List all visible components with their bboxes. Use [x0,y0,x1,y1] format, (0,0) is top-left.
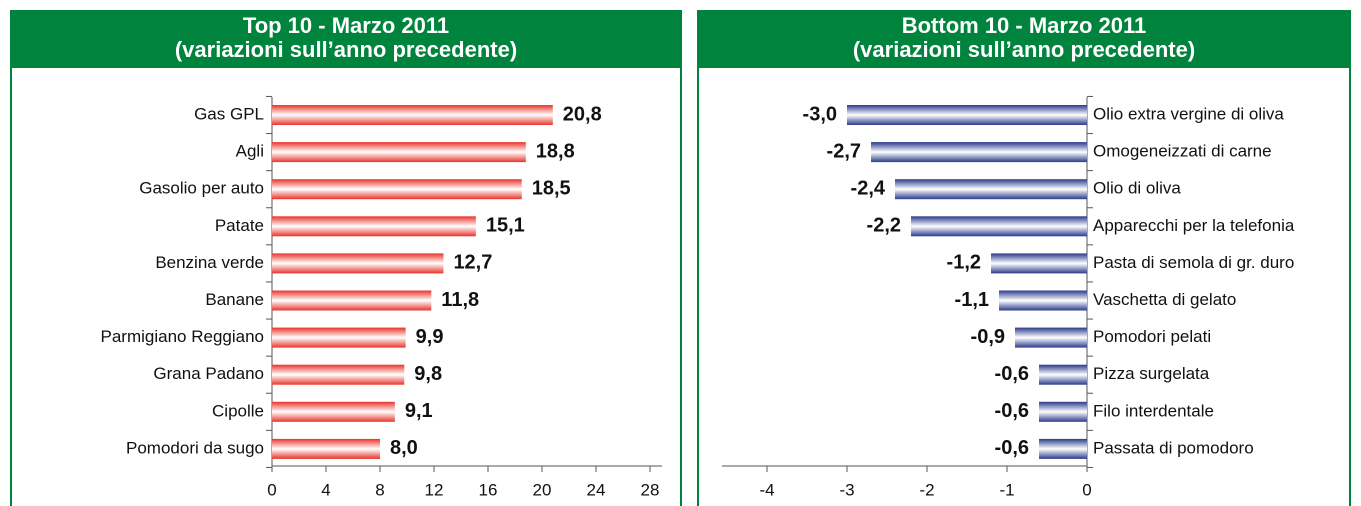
bar [871,142,1087,163]
value-label: -0,9 [971,326,1005,348]
chart-subtitle: (variazioni sull’anno precedente) [175,37,517,62]
value-label: 11,8 [441,289,479,311]
value-label: 12,7 [453,252,492,274]
value-label: -2,4 [851,177,886,199]
value-label: 18,8 [536,140,575,162]
panel-header [697,10,1351,68]
category-label: Patate [215,216,264,235]
category-label: Omogeneizzati di carne [1093,142,1272,161]
value-label: -0,6 [995,400,1029,422]
bar [895,179,1087,200]
bar [272,142,526,163]
panel-header [10,10,682,68]
category-label: Parmigiano Reggiano [101,327,265,346]
bar [1039,401,1087,422]
value-label: 8,0 [390,437,418,459]
chart-title: Top 10 - Marzo 2011 [243,13,449,38]
value-label: -1,1 [955,289,989,311]
value-label: 18,5 [532,177,571,199]
category-label: Gasolio per auto [139,179,264,198]
value-label: 9,8 [414,363,442,385]
value-label: -0,6 [995,437,1029,459]
category-label: Apparecchi per la telefonia [1093,216,1295,235]
value-label: 20,8 [563,103,602,125]
bar [999,290,1087,311]
category-label: Pomodori da sugo [126,438,264,457]
bar [1015,327,1087,348]
x-tick-label: 24 [587,480,606,499]
category-label: Banane [205,290,264,309]
bar [272,253,444,274]
value-label: 9,1 [405,400,433,422]
chart-title: Bottom 10 - Marzo 2011 [902,13,1147,38]
value-label: 15,1 [486,215,525,237]
x-tick-label: 28 [641,480,660,499]
bar [272,438,380,459]
bar [272,216,476,237]
x-tick-label: 0 [1082,480,1091,499]
category-label: Pizza surgelata [1093,364,1210,383]
x-tick-label: 16 [479,480,498,499]
chart-subtitle: (variazioni sull’anno precedente) [853,37,1195,62]
category-label: Grana Padano [153,364,264,383]
category-label: Gas GPL [194,104,264,123]
bar [1039,364,1087,385]
value-label: -1,2 [947,252,981,274]
bar [847,105,1087,125]
x-tick-label: 12 [425,480,444,499]
category-label: Filo interdentale [1093,401,1214,420]
bar [272,290,432,311]
bar [991,253,1087,274]
bar [272,105,553,125]
x-tick-label: 20 [533,480,552,499]
x-tick-label: 0 [267,480,276,499]
value-label: -2,2 [867,215,901,237]
category-label: Pasta di semola di gr. duro [1093,253,1294,272]
x-tick-label: -2 [919,480,934,499]
category-label: Vaschetta di gelato [1093,290,1236,309]
bar [911,216,1087,237]
value-label: -3,0 [803,103,837,125]
value-label: -2,7 [827,140,861,162]
bar [272,401,395,422]
category-label: Olio di oliva [1093,179,1181,198]
bar [272,179,522,200]
value-label: 9,9 [416,326,444,348]
category-label: Olio extra vergine di oliva [1093,104,1284,123]
category-label: Pomodori pelati [1093,327,1211,346]
value-label: -0,6 [995,363,1029,385]
x-tick-label: -1 [999,480,1014,499]
x-tick-label: -3 [839,480,854,499]
category-label: Benzina verde [155,253,264,272]
category-label: Agli [236,142,264,161]
x-tick-label: 4 [321,480,330,499]
category-label: Passata di pomodoro [1093,438,1254,457]
category-label: Cipolle [212,401,264,420]
x-tick-label: 8 [375,480,384,499]
bar [272,327,406,348]
x-tick-label: -4 [759,480,774,499]
bar [272,364,405,385]
bar [1039,438,1087,459]
